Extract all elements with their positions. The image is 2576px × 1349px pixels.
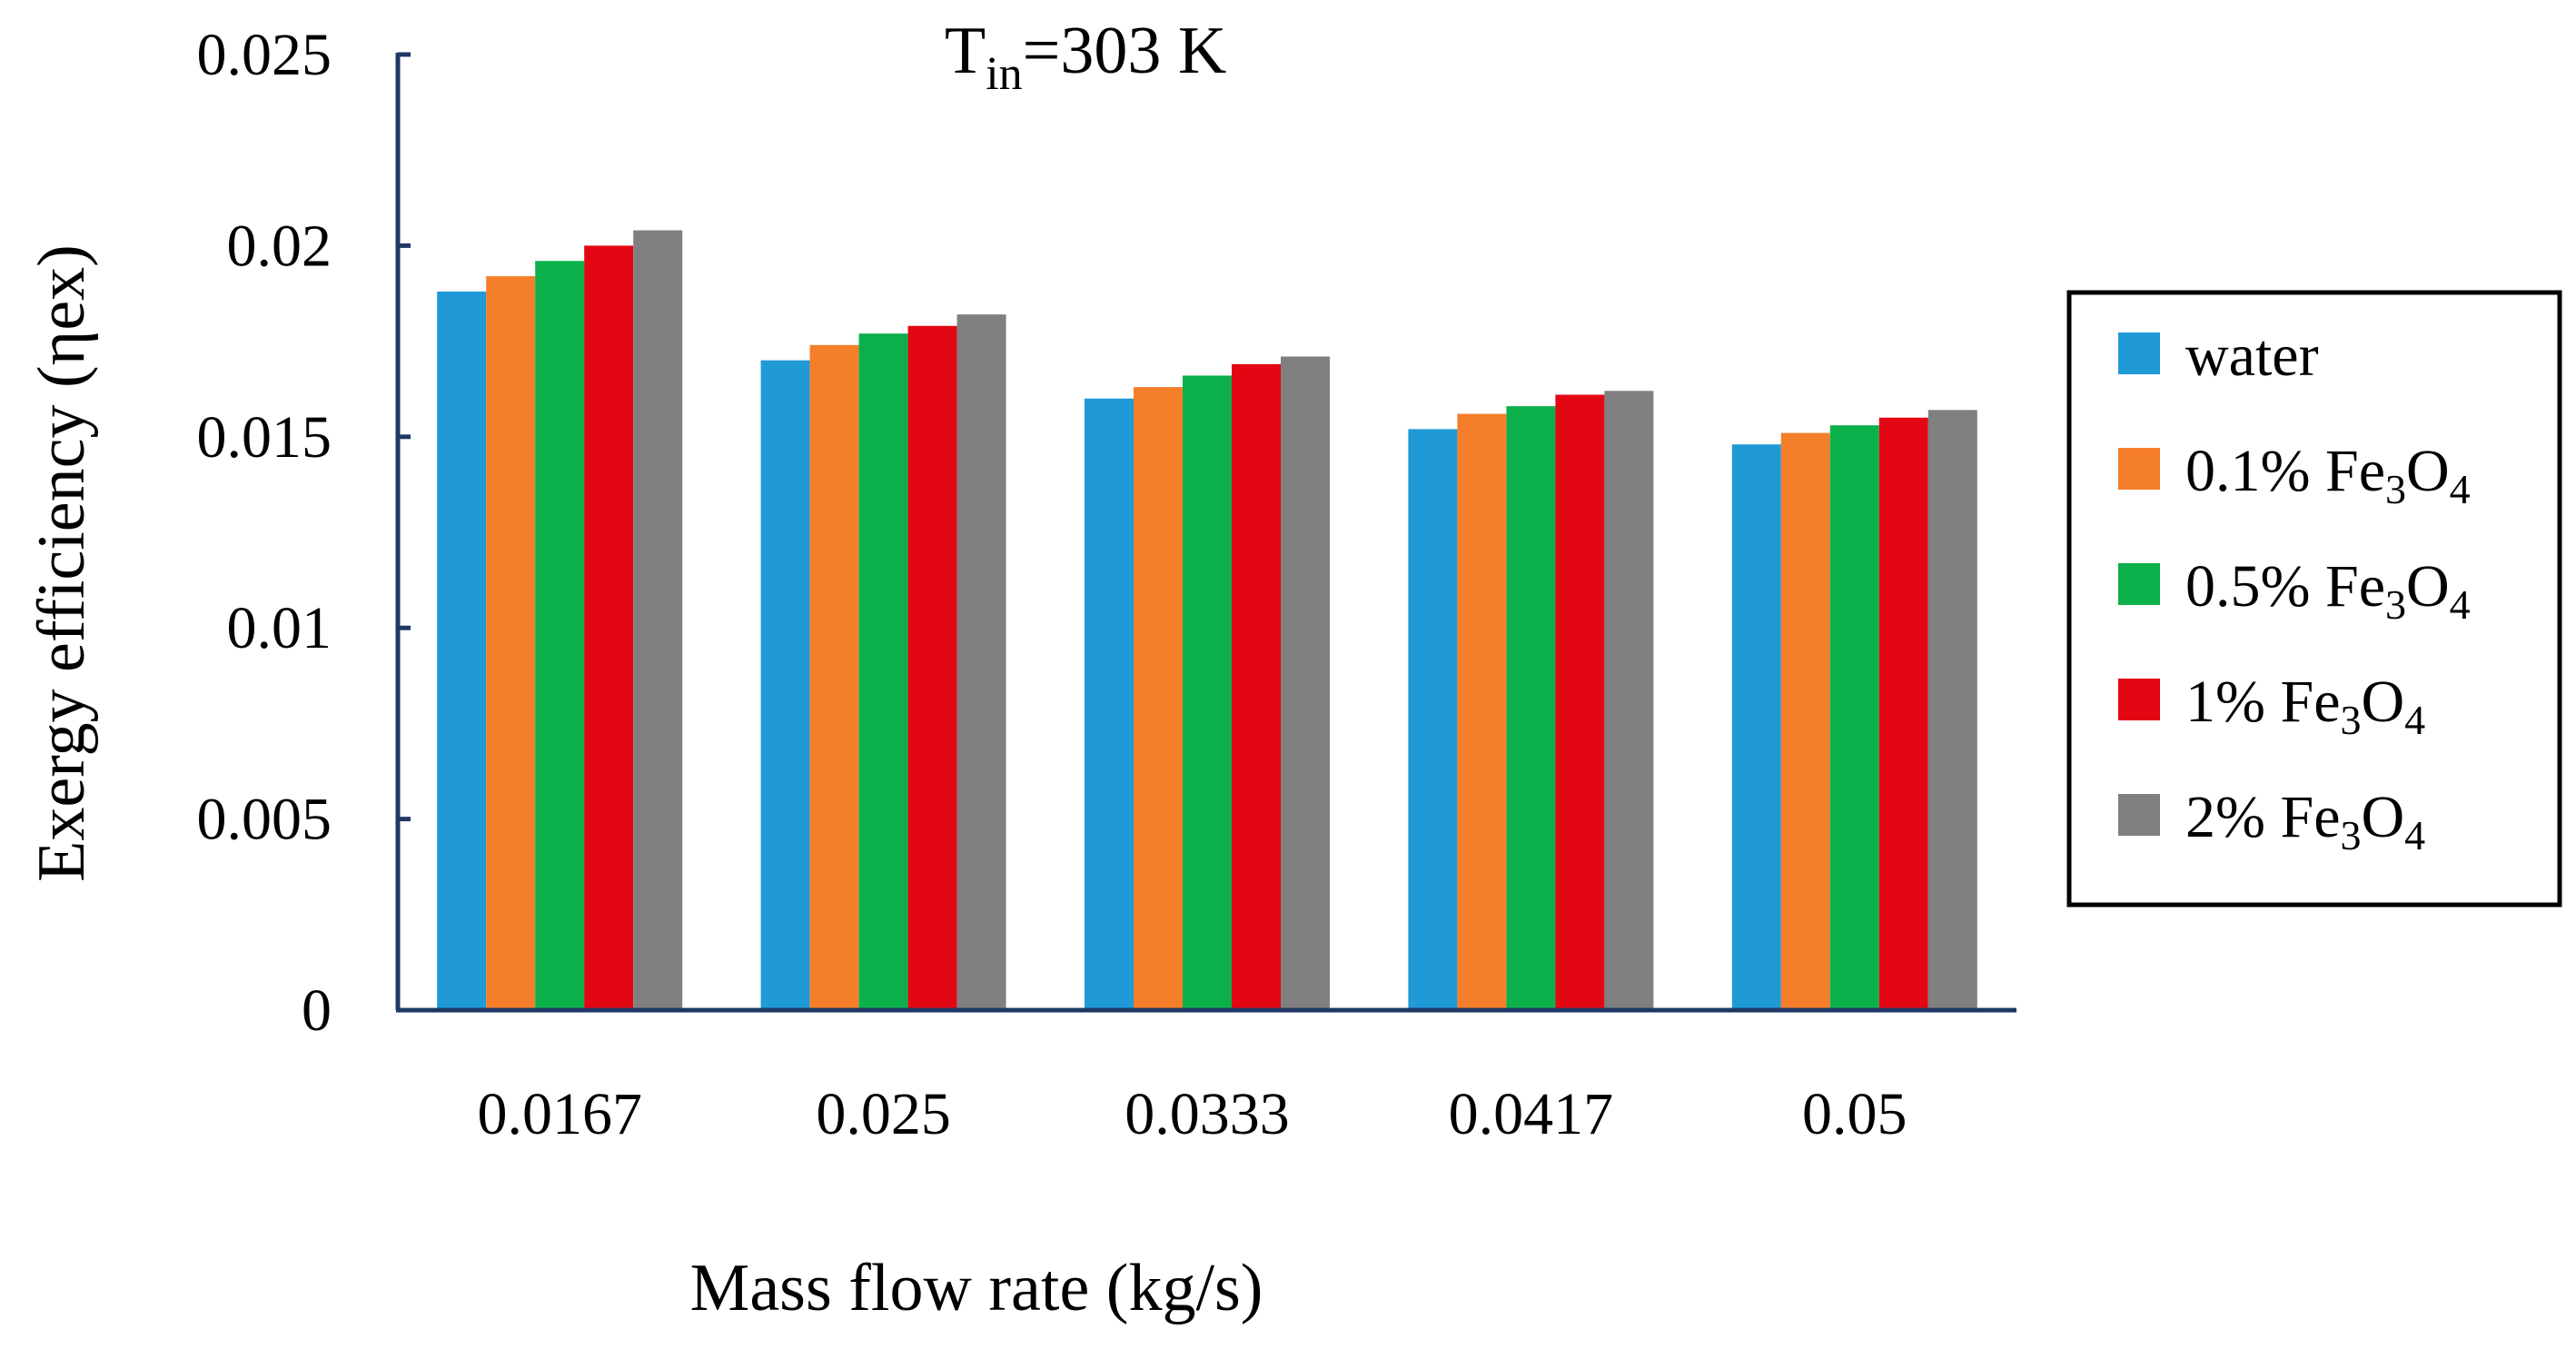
- legend-swatch: [2118, 794, 2160, 836]
- chart-annotation: Tin=303 K: [945, 14, 1226, 100]
- bar: [907, 325, 957, 1010]
- x-tick-label: 0.0167: [477, 1081, 642, 1147]
- bar: [1878, 417, 1928, 1010]
- bar: [956, 314, 1006, 1010]
- annotation-rest: =303 K: [1023, 14, 1227, 88]
- bar: [1506, 406, 1556, 1010]
- legend-label-part: O: [2361, 669, 2404, 735]
- legend-label-part: water: [2185, 322, 2319, 389]
- bars-layer: [437, 230, 1977, 1011]
- legend-swatch: [2118, 679, 2160, 720]
- legend-label-part: 3: [2340, 697, 2361, 743]
- legend-label-part: O: [2406, 438, 2450, 504]
- legend-label: 1% Fe3O4: [2185, 669, 2425, 743]
- legend-label-part: Fe: [2325, 553, 2385, 620]
- bar: [486, 276, 536, 1011]
- legend-label-part: 4: [2450, 581, 2471, 628]
- bar: [1780, 432, 1830, 1010]
- legend-label-part: 0.5%: [2185, 553, 2325, 620]
- legend-label: 2% Fe3O4: [2185, 784, 2425, 858]
- y-tick-label: 0.025: [197, 22, 332, 88]
- legend-label-part: 3: [2385, 466, 2406, 512]
- bar: [1604, 391, 1654, 1011]
- bar: [1731, 444, 1781, 1010]
- axes-layer: [395, 53, 2016, 1013]
- legend-label: water: [2185, 322, 2319, 389]
- y-ticks-layer: 0 0.005 0.01 0.015 0.02 0.025: [197, 22, 411, 1044]
- legend-label: 0.5% Fe3O4: [2185, 553, 2471, 628]
- annotation-base: T: [945, 14, 986, 88]
- bar: [1555, 394, 1605, 1011]
- bar: [760, 360, 810, 1010]
- y-tick-label: 0.01: [227, 595, 332, 661]
- legend-label: 0.1% Fe3O4: [2185, 438, 2471, 512]
- legend-label-part: Fe: [2280, 669, 2340, 735]
- bar: [1457, 413, 1507, 1010]
- legend-label-part: 0.1%: [2185, 438, 2325, 504]
- x-axis-title: Mass flow rate (kg/s): [690, 1251, 1263, 1325]
- bar: [437, 291, 487, 1010]
- y-tick-label: 0: [302, 977, 332, 1044]
- bar: [1281, 356, 1330, 1010]
- legend-label-part: 2%: [2185, 784, 2280, 850]
- legend-label-part: 4: [2404, 697, 2425, 743]
- y-tick-label: 0.015: [197, 404, 332, 471]
- bar: [809, 344, 859, 1011]
- bar: [633, 230, 683, 1010]
- y-tick-label: 0.005: [197, 787, 332, 853]
- bar: [1085, 398, 1134, 1011]
- x-tick-label: 0.025: [816, 1081, 951, 1147]
- legend-swatch: [2118, 448, 2160, 490]
- legend-label-part: 4: [2404, 812, 2425, 858]
- legend-label-part: 3: [2340, 812, 2361, 858]
- legend-swatch: [2118, 563, 2160, 605]
- bar: [1232, 363, 1281, 1010]
- bar: [1134, 387, 1183, 1010]
- annotation-subscript: in: [986, 48, 1022, 100]
- bar: [1183, 375, 1232, 1010]
- x-tick-label: 0.0417: [1449, 1081, 1614, 1147]
- y-tick-label: 0.02: [227, 213, 332, 279]
- legend-label-part: 3: [2385, 581, 2406, 628]
- bar: [584, 245, 634, 1010]
- legend-label-part: 1%: [2185, 669, 2280, 735]
- y-axis-title: Exergy efficiency (ηex): [25, 244, 99, 882]
- bar: [1408, 429, 1458, 1010]
- bar: [535, 261, 585, 1010]
- legend-swatch: [2118, 332, 2160, 374]
- legend-label-part: 4: [2450, 466, 2471, 512]
- x-tick-label: 0.0333: [1125, 1081, 1290, 1147]
- legend-label-part: O: [2361, 784, 2404, 850]
- x-ticks-layer: 0.0167 0.025 0.0333 0.0417 0.05: [477, 1081, 1907, 1147]
- legend-label-part: O: [2406, 553, 2450, 620]
- bar: [1927, 410, 1977, 1010]
- bar: [1829, 425, 1879, 1010]
- x-tick-label: 0.05: [1802, 1081, 1907, 1147]
- legend-label-part: Fe: [2325, 438, 2385, 504]
- legend-label-part: Fe: [2280, 784, 2340, 850]
- bar: [858, 333, 908, 1011]
